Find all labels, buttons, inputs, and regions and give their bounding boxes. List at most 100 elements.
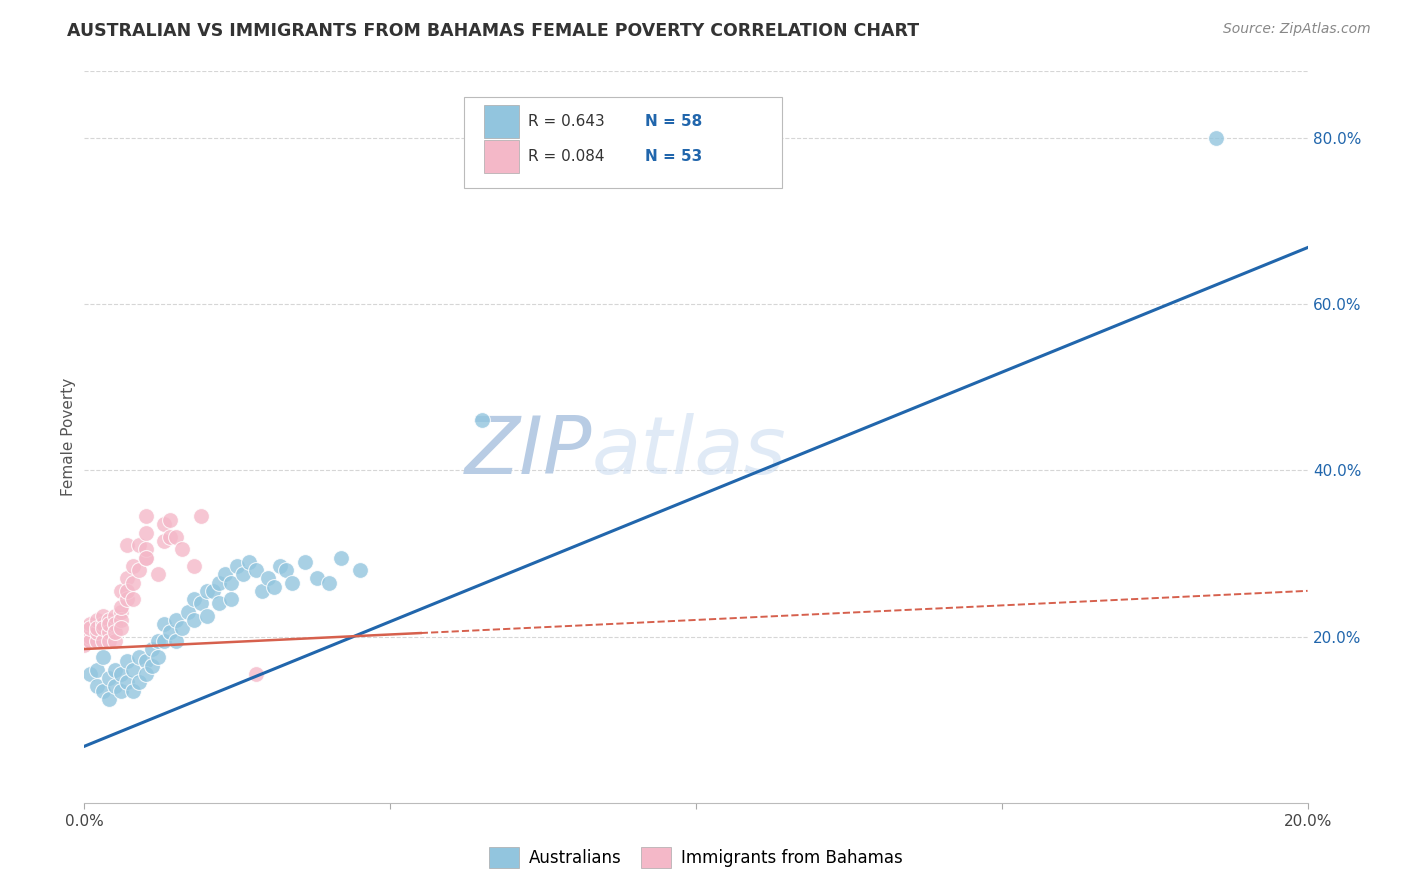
Point [159, 513, 181, 527]
Point [104, 625, 127, 640]
Point [128, 538, 150, 552]
Point [86, 625, 108, 640]
FancyBboxPatch shape [464, 97, 782, 188]
Point [122, 592, 145, 607]
Point [153, 617, 176, 632]
Point [97, 625, 120, 640]
Point [238, 555, 260, 569]
Point [153, 517, 176, 532]
Point [294, 555, 316, 569]
Point [257, 571, 280, 585]
Point [135, 509, 157, 524]
Point [250, 583, 273, 598]
Point [104, 608, 127, 623]
FancyBboxPatch shape [484, 105, 519, 138]
Point [91, 621, 114, 635]
Point [91, 633, 114, 648]
Point [141, 658, 163, 673]
Point [232, 567, 254, 582]
Point [122, 558, 145, 573]
Point [226, 558, 249, 573]
Point [208, 596, 231, 610]
Point [146, 567, 169, 582]
FancyBboxPatch shape [484, 140, 519, 173]
Point [141, 642, 163, 657]
Point [263, 580, 285, 594]
Point [91, 650, 114, 665]
Point [135, 525, 157, 540]
Point [110, 613, 132, 627]
Point [219, 592, 242, 607]
Point [110, 667, 132, 681]
Point [1205, 131, 1227, 145]
Text: R = 0.643: R = 0.643 [529, 114, 620, 129]
Point [183, 613, 205, 627]
Point [190, 596, 212, 610]
Text: N = 58: N = 58 [644, 114, 702, 129]
Point [115, 592, 138, 607]
Point [183, 558, 205, 573]
Point [281, 575, 304, 590]
Point [269, 558, 291, 573]
Point [195, 608, 218, 623]
Point [110, 600, 132, 615]
Point [110, 683, 132, 698]
Point [146, 650, 169, 665]
Point [190, 509, 212, 524]
Text: R = 0.084: R = 0.084 [529, 149, 620, 164]
Point [86, 621, 108, 635]
Point [305, 571, 328, 585]
Point [104, 663, 127, 677]
Point [201, 583, 224, 598]
Point [97, 613, 120, 627]
Point [135, 542, 157, 557]
Point [79, 621, 101, 635]
Point [97, 633, 120, 648]
Text: N = 53: N = 53 [644, 149, 702, 164]
Point [330, 550, 353, 565]
Point [115, 583, 138, 598]
Point [172, 542, 194, 557]
Text: Source: ZipAtlas.com: Source: ZipAtlas.com [1223, 22, 1371, 37]
Point [135, 667, 157, 681]
Point [79, 667, 101, 681]
Point [79, 633, 101, 648]
Point [73, 621, 96, 635]
Point [318, 575, 340, 590]
Point [195, 583, 218, 598]
Point [122, 683, 145, 698]
Point [104, 633, 127, 648]
Point [91, 683, 114, 698]
Point [276, 563, 298, 577]
Point [177, 605, 200, 619]
Text: AUSTRALIAN VS IMMIGRANTS FROM BAHAMAS FEMALE POVERTY CORRELATION CHART: AUSTRALIAN VS IMMIGRANTS FROM BAHAMAS FE… [67, 22, 920, 40]
Point [159, 530, 181, 544]
Point [172, 621, 194, 635]
Point [245, 563, 267, 577]
Text: atlas: atlas [592, 413, 787, 491]
Point [115, 571, 138, 585]
Y-axis label: Female Poverty: Female Poverty [60, 378, 76, 496]
Point [104, 680, 127, 694]
Point [115, 655, 138, 669]
Point [97, 617, 120, 632]
Point [91, 608, 114, 623]
Point [128, 650, 150, 665]
Point [97, 692, 120, 706]
Point [128, 675, 150, 690]
Point [86, 633, 108, 648]
Point [79, 630, 101, 644]
Point [73, 630, 96, 644]
Point [165, 613, 187, 627]
Point [153, 533, 176, 548]
Point [153, 633, 176, 648]
Point [110, 583, 132, 598]
Legend: Australians, Immigrants from Bahamas: Australians, Immigrants from Bahamas [489, 847, 903, 868]
Text: ZIP: ZIP [464, 413, 592, 491]
Point [86, 680, 108, 694]
Point [135, 655, 157, 669]
Point [128, 563, 150, 577]
Point [135, 550, 157, 565]
Point [183, 592, 205, 607]
Point [110, 621, 132, 635]
